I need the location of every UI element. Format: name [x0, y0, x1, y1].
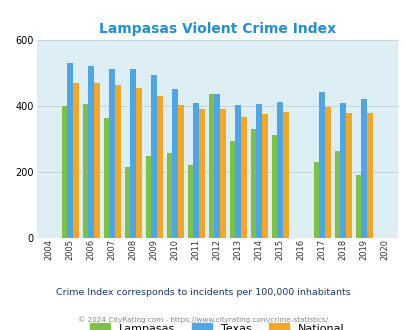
Bar [319, 92, 324, 238]
Bar [130, 69, 136, 238]
Bar [277, 102, 282, 238]
Bar [235, 105, 241, 238]
Bar [109, 69, 115, 238]
Bar [208, 94, 214, 238]
Bar [115, 85, 120, 238]
Bar [145, 156, 151, 238]
Bar [166, 153, 172, 238]
Bar [67, 63, 73, 238]
Bar [124, 167, 130, 238]
Bar [324, 107, 330, 238]
Bar [187, 165, 193, 238]
Bar [62, 106, 67, 238]
Bar [355, 175, 360, 238]
Bar [94, 82, 99, 238]
Text: Crime Index corresponds to incidents per 100,000 inhabitants: Crime Index corresponds to incidents per… [55, 287, 350, 297]
Bar [103, 118, 109, 238]
Bar [220, 109, 225, 238]
Bar [366, 113, 372, 238]
Bar [282, 112, 288, 238]
Bar [177, 105, 183, 238]
Bar [360, 99, 366, 238]
Bar [151, 75, 157, 238]
Bar [334, 151, 339, 238]
Text: © 2024 CityRating.com - https://www.cityrating.com/crime-statistics/: © 2024 CityRating.com - https://www.city… [78, 317, 327, 323]
Bar [345, 113, 351, 238]
Bar [313, 162, 319, 238]
Legend: Lampasas, Texas, National: Lampasas, Texas, National [86, 318, 347, 330]
Bar [88, 66, 94, 238]
Bar [256, 104, 261, 238]
Bar [261, 114, 267, 238]
Bar [250, 129, 256, 238]
Bar [83, 104, 88, 238]
Bar [229, 141, 235, 238]
Bar [193, 103, 198, 238]
Bar [172, 89, 177, 238]
Bar [241, 117, 246, 238]
Bar [271, 135, 277, 238]
Bar [157, 96, 162, 238]
Bar [73, 83, 79, 238]
Bar [198, 109, 204, 238]
Title: Lampasas Violent Crime Index: Lampasas Violent Crime Index [98, 22, 335, 36]
Bar [136, 88, 141, 238]
Bar [214, 94, 220, 238]
Bar [339, 103, 345, 238]
